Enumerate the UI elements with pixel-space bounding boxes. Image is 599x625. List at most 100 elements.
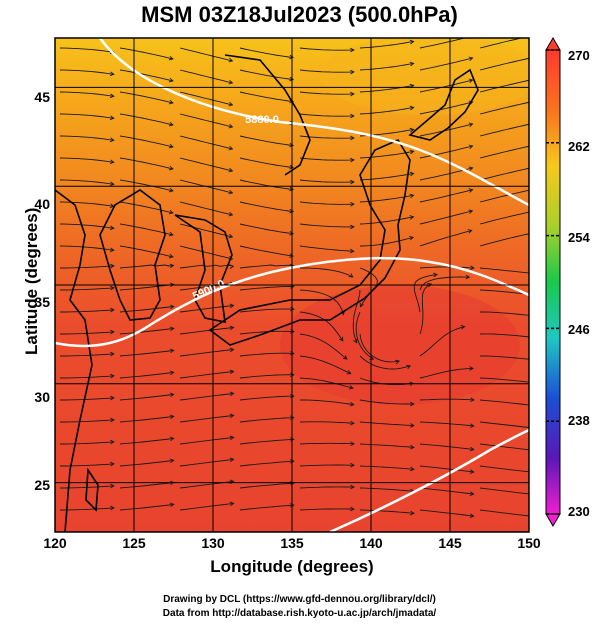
y-tick-label: 25 (34, 477, 50, 493)
streamline-arrowhead (350, 179, 355, 185)
streamline-arrowhead (109, 93, 115, 99)
streamline-arrowhead (229, 501, 235, 507)
streamline-arrowhead (349, 248, 355, 254)
streamline-arrowhead (228, 57, 234, 63)
streamline-arrowhead (470, 423, 475, 428)
colorbar (545, 49, 561, 515)
streamline (119, 437, 174, 445)
streamline (299, 179, 354, 183)
streamline (479, 421, 529, 428)
streamline (60, 463, 114, 467)
streamline (179, 264, 234, 269)
streamline-arrowhead (228, 123, 234, 129)
streamline-arrowhead (530, 314, 534, 318)
streamline (119, 349, 174, 357)
streamline-arrowhead (468, 122, 474, 128)
streamline (419, 123, 473, 137)
streamline (119, 305, 174, 313)
streamline (359, 421, 414, 427)
streamline (299, 245, 354, 252)
x-tick-label: 145 (438, 535, 462, 551)
streamline (419, 145, 473, 159)
streamline (479, 167, 529, 181)
streamline-arrowhead (350, 420, 355, 426)
streamline-arrowhead (168, 143, 174, 149)
streamline-arrowhead (168, 187, 174, 193)
streamline (299, 421, 355, 424)
streamline (300, 267, 353, 278)
streamline-arrowhead (530, 380, 534, 384)
streamline-arrowhead (168, 253, 174, 259)
streamline-arrowhead (409, 401, 415, 407)
streamline (179, 157, 233, 172)
streamline (60, 441, 114, 445)
streamline (359, 333, 400, 363)
streamline (59, 135, 114, 141)
streamline-arrowhead (348, 273, 354, 278)
streamline-arrowhead (410, 510, 415, 516)
streamline-arrowhead (110, 285, 115, 291)
streamline (179, 69, 233, 84)
streamline (479, 145, 529, 159)
streamline (359, 62, 414, 71)
streamline (59, 179, 114, 185)
streamline-arrowhead (468, 56, 474, 62)
streamline-arrowhead (406, 364, 412, 370)
streamline (359, 399, 414, 405)
streamline (119, 459, 174, 467)
streamline (119, 371, 174, 379)
streamline-arrowhead (229, 303, 235, 309)
streamline-arrowhead (110, 395, 115, 401)
streamline (119, 47, 173, 60)
streamline-arrowhead (289, 253, 294, 258)
streamline (479, 465, 529, 473)
streamline (479, 189, 529, 203)
x-tick-label: 120 (43, 535, 67, 551)
streamline-arrowhead (350, 157, 355, 163)
streamline (299, 223, 354, 228)
streamline-arrowhead (350, 462, 355, 468)
streamline-arrowhead (289, 142, 295, 148)
streamline (179, 135, 233, 150)
streamline (60, 375, 114, 379)
streamline (59, 91, 114, 97)
streamline (299, 442, 355, 445)
streamline (359, 106, 414, 115)
colorbar-tick-label: 270 (568, 48, 590, 63)
colorbar-ticks (546, 49, 560, 515)
streamline-arrowhead (169, 348, 175, 354)
streamline-arrowhead (530, 448, 534, 452)
streamline (59, 201, 114, 207)
streamline (59, 157, 114, 163)
streamline-arrowhead (530, 426, 534, 430)
streamline (419, 367, 474, 379)
chart-title: MSM 03Z18Jul2023 (500.0hPa) (141, 2, 458, 27)
streamline-arrowhead (470, 397, 475, 403)
streamline-arrowhead (229, 391, 235, 397)
colorbar-tick-label: 238 (568, 413, 590, 428)
streamline-arrowhead (530, 271, 534, 275)
warm-core-patch (280, 285, 520, 405)
streamline-arrowhead (228, 233, 234, 239)
streamline-arrowhead (427, 282, 432, 288)
colorbar-tick-label: 262 (568, 139, 590, 154)
streamline-arrowhead (350, 201, 355, 207)
streamline (60, 287, 114, 291)
streamline-arrowhead (289, 164, 295, 170)
streamline-arrowhead (469, 446, 475, 452)
streamline-arrowhead (433, 272, 438, 278)
streamline (480, 311, 529, 316)
streamline (479, 38, 524, 49)
streamline (119, 113, 173, 126)
colorbar-tick-label: 230 (568, 504, 590, 519)
streamline (299, 377, 354, 389)
y-tick-label: 30 (34, 389, 50, 405)
streamline (419, 283, 432, 335)
streamline (479, 443, 529, 451)
streamline-arrowhead (229, 435, 235, 441)
streamline-arrowhead (350, 91, 355, 97)
streamline-arrowhead (348, 385, 354, 390)
streamline-arrowhead (530, 492, 534, 496)
streamline (119, 393, 174, 401)
